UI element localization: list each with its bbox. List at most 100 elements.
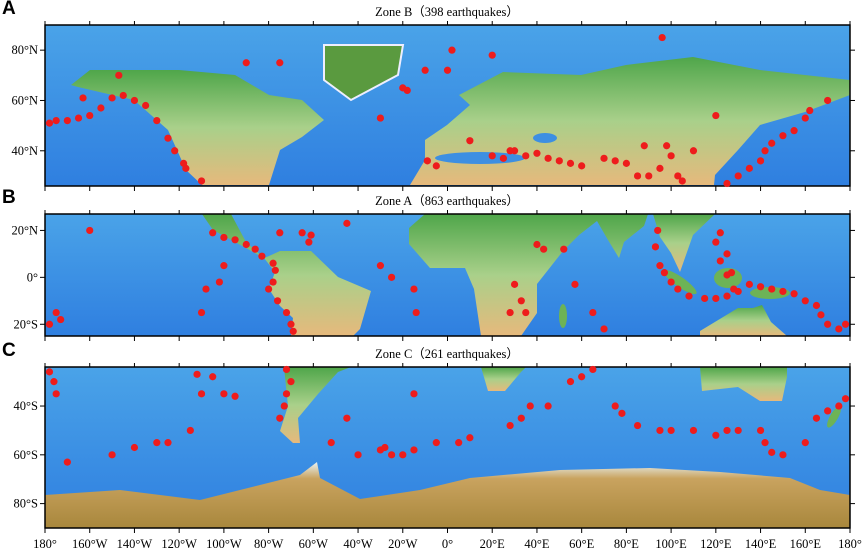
earthquake — [756, 426, 765, 435]
earthquake — [734, 426, 742, 435]
earthquake — [153, 439, 161, 447]
earthquake — [488, 152, 496, 160]
earthquake — [421, 66, 429, 74]
earthquake — [667, 152, 675, 160]
earthquake — [197, 390, 206, 398]
earthquake — [571, 280, 579, 288]
earthquake — [164, 134, 172, 142]
earthquake — [510, 147, 519, 155]
panel-title: Zone C（261 earthquakes） — [375, 347, 519, 361]
earthquake — [566, 378, 575, 386]
earthquake — [622, 159, 630, 167]
earthquake — [387, 451, 396, 459]
earthquake — [678, 177, 686, 185]
x-tick-label: 180° — [838, 537, 862, 551]
earthquake — [376, 262, 385, 270]
earthquake — [600, 325, 608, 333]
earthquake — [734, 287, 742, 296]
earthquake — [633, 421, 642, 430]
earthquake — [734, 172, 742, 180]
earthquake — [443, 66, 452, 74]
earthquake — [276, 414, 284, 422]
earthquake — [768, 448, 776, 456]
earthquake — [716, 257, 724, 265]
earthquake — [412, 308, 420, 317]
earthquake — [271, 266, 279, 274]
panel-letter: C — [2, 340, 16, 361]
earthquake — [589, 308, 597, 317]
earthquake — [381, 443, 389, 452]
earthquake — [801, 114, 809, 122]
earthquake — [52, 116, 60, 125]
earthquake — [812, 414, 821, 422]
y-tick-label: 20°S — [14, 317, 38, 331]
earthquake — [745, 280, 753, 288]
earthquake — [712, 431, 720, 439]
earthquake — [276, 59, 284, 67]
earthquake — [410, 446, 418, 454]
earthquake — [399, 84, 407, 92]
earthquake — [182, 164, 190, 172]
earthquake — [835, 325, 843, 333]
earthquake — [790, 290, 798, 298]
earthquake — [663, 142, 671, 150]
earthquake — [768, 139, 776, 147]
earthquake — [220, 390, 228, 398]
earthquake — [287, 320, 295, 328]
earthquake — [701, 294, 709, 303]
earthquake — [231, 392, 239, 400]
earthquake — [265, 285, 273, 293]
x-tick-label: 0° — [442, 537, 453, 551]
earthquake — [841, 395, 850, 403]
earthquake — [540, 245, 548, 253]
earthquake — [756, 283, 765, 291]
earthquake — [280, 402, 288, 410]
earthquake — [305, 238, 313, 246]
x-tick-label: 120°E — [700, 537, 732, 551]
earthquake — [506, 421, 514, 430]
x-tick-label: 100°E — [655, 537, 687, 551]
earthquake — [432, 439, 440, 447]
earthquake — [354, 451, 362, 459]
earthquake — [656, 262, 664, 270]
earthquake — [578, 162, 586, 170]
earthquake — [63, 458, 71, 466]
earthquake — [52, 308, 60, 317]
earthquake — [522, 152, 530, 160]
earthquake — [455, 439, 463, 447]
y-tick-label: 40°N — [11, 144, 38, 158]
earthquake — [522, 308, 530, 317]
earthquake — [689, 426, 698, 435]
earthquake — [164, 439, 172, 447]
earthquake — [667, 278, 675, 286]
earthquake — [251, 245, 259, 253]
earthquake — [45, 368, 54, 376]
earthquake — [526, 402, 534, 410]
earthquake — [685, 292, 693, 300]
earthquake — [533, 240, 541, 249]
earthquake — [555, 157, 563, 165]
earthquake — [801, 439, 809, 447]
earthquake — [600, 154, 608, 162]
earthquake — [824, 96, 832, 105]
earthquake — [130, 96, 139, 105]
y-tick-label: 80°S — [14, 497, 38, 511]
x-tick-label: 160°E — [790, 537, 822, 551]
y-tick-label: 20°N — [11, 223, 38, 237]
x-tick-label: 140°W — [117, 537, 153, 551]
earthquake — [276, 229, 284, 237]
earthquake — [448, 46, 456, 54]
earthquake — [466, 137, 474, 145]
earthquake — [817, 311, 825, 319]
earthquake — [651, 243, 660, 251]
earthquake — [611, 402, 619, 410]
panel-title: Zone B（398 earthquakes） — [375, 5, 519, 19]
x-tick-label: 120°W — [161, 537, 197, 551]
earthquake — [654, 226, 662, 235]
x-tick-label: 160°W — [72, 537, 108, 551]
earthquake — [656, 164, 664, 172]
earthquake — [640, 142, 648, 150]
earthquake — [327, 439, 335, 447]
earthquake — [689, 147, 698, 155]
earthquake — [544, 154, 552, 162]
